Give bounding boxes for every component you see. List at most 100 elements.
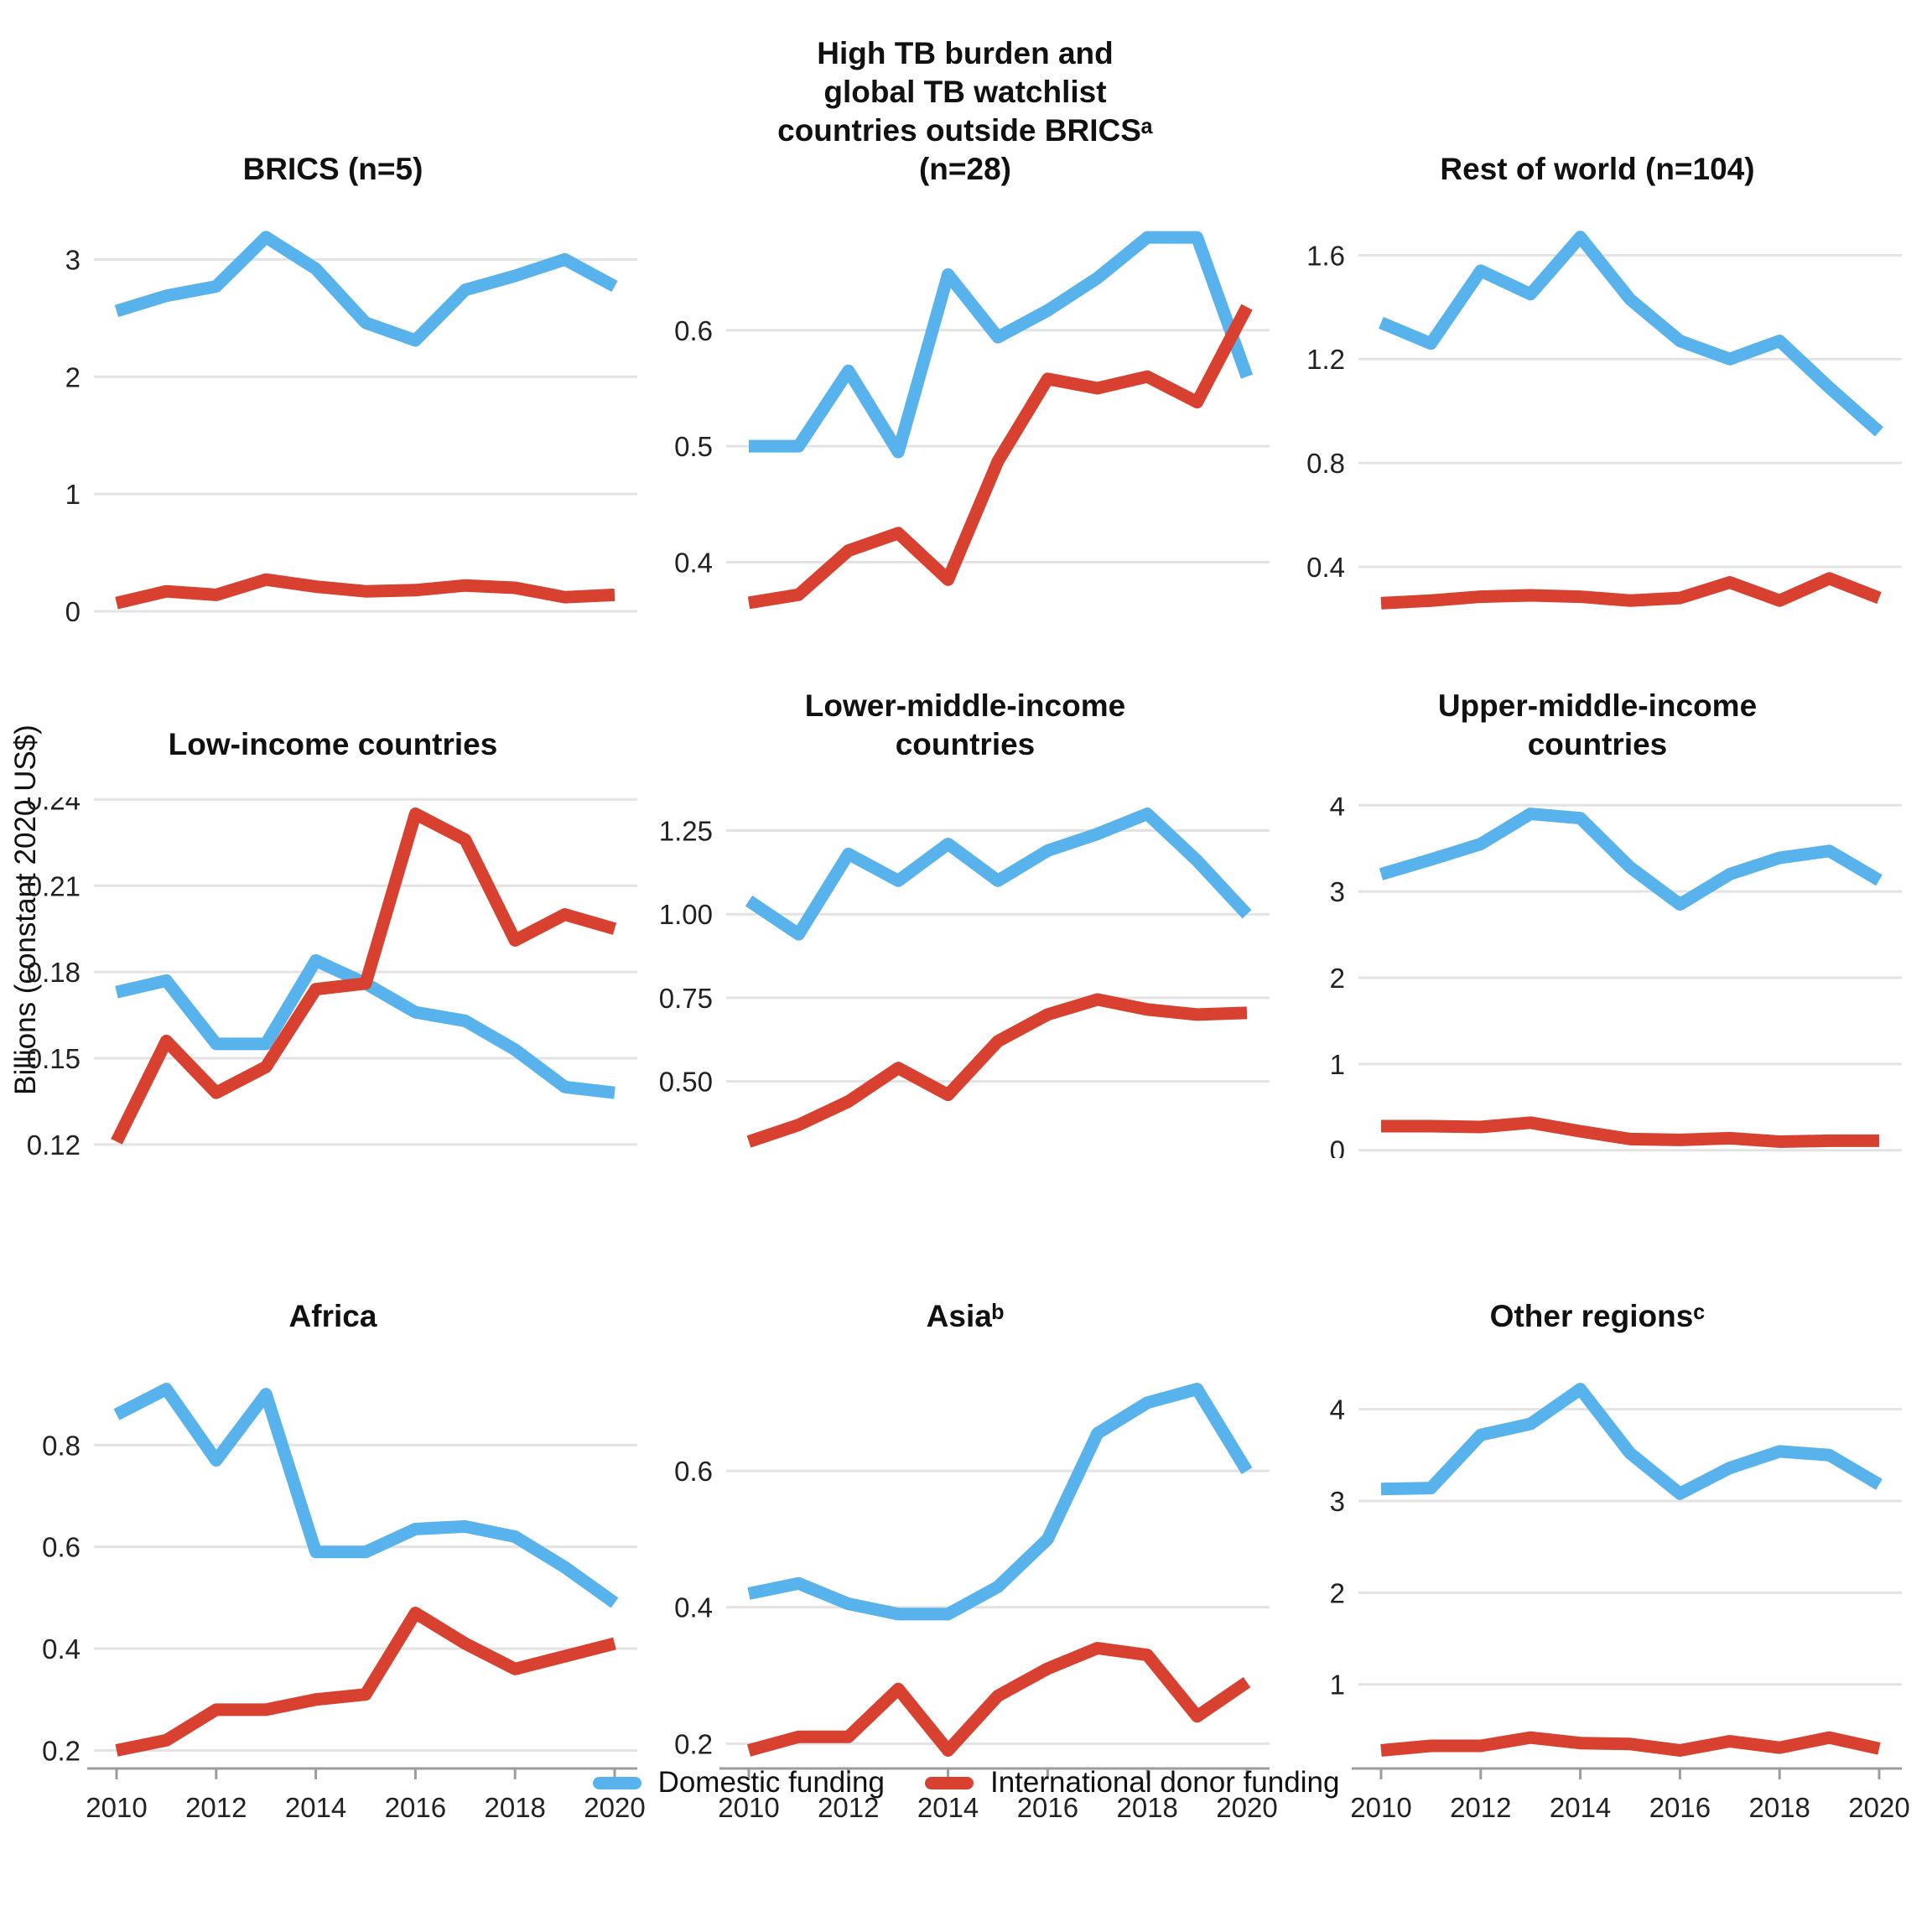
y-tick-label: 4 (1330, 1394, 1345, 1426)
series-line-domestic (113, 1383, 619, 1608)
y-tick-label: 0.4 (674, 547, 713, 578)
y-tick-label: 0.8 (1306, 448, 1345, 479)
y-tick-label: 3 (65, 244, 80, 275)
y-tick-label: 0.15 (27, 1043, 80, 1074)
y-tick-label: 1.6 (1306, 240, 1345, 271)
series-line-donor (1381, 1116, 1879, 1148)
chart-panel-lower-middle-income: Lower-middle-income countries 0.50 0.75 1.… (649, 621, 1281, 1158)
chart-title: High TB burden and global TB watchlist c… (777, 36, 1153, 186)
chart-panel-other-regions: Other regionsᶜ 1 2 3 4 2010 2012 2014 2016 2018 2… (1281, 1158, 1914, 1831)
series-line-domestic (747, 1383, 1253, 1621)
x-tick-label: 2010 (718, 1792, 779, 1823)
x-tick-label: 2018 (1748, 1792, 1810, 1823)
x-tick-label: 2010 (1350, 1792, 1411, 1823)
x-tick-label: 2020 (1216, 1792, 1277, 1823)
series-line-domestic (745, 808, 1252, 941)
series-line-donor (111, 808, 617, 1145)
y-tick-label: 1 (1330, 1670, 1345, 1701)
chart-title: Asiaᵇ (926, 1299, 1005, 1333)
legend-label-domestic: Domestic funding (657, 1766, 885, 1799)
legend-item-domestic: Domestic funding (592, 1766, 885, 1800)
x-tick-label: 2014 (1550, 1792, 1611, 1823)
y-tick-label: 0.4 (1306, 552, 1345, 583)
y-tick-label: 2 (1330, 1577, 1345, 1608)
series-line-domestic (749, 231, 1254, 459)
chart-title: Africa (288, 1299, 377, 1333)
y-tick-label: 0.2 (674, 1728, 713, 1759)
y-tick-label: 1.25 (659, 815, 713, 846)
chart-panel-upper-middle-income: Upper-middle-income countries 0 1 2 3 4 (1281, 621, 1914, 1158)
y-tick-label: 0.24 (27, 797, 80, 815)
chart-svg-low-income: 0.12 0.15 0.18 0.21 0.24 (27, 797, 637, 1158)
x-tick-label: 2020 (1848, 1792, 1909, 1823)
x-tick-label: 2016 (1017, 1792, 1078, 1823)
chart-panel-africa: Africa 0.2 0.4 0.6 0.8 2010 2012 2014 2016 2018 2… (17, 1158, 649, 1831)
chart-panel-brics: BRICS (n=5) 0 1 2 3 (17, 0, 649, 621)
series-line-domestic (1379, 231, 1883, 437)
chart-title: Upper-middle-income countries (1437, 688, 1758, 761)
legend-label-donor: International donor funding (989, 1766, 1340, 1799)
facet-grid: BRICS (n=5) 0 1 2 3 High TB burden and glob… (17, 0, 1914, 1831)
chart-svg-lower-middle-income: 0.50 0.75 1.00 1.25 (659, 808, 1270, 1148)
chart-panel-low-income: Low-income countries 0.12 0.15 0.18 0.21 0.2… (17, 621, 649, 1158)
chart-title: Rest of world (n=104) (1440, 152, 1755, 186)
chart-title: Other regionsᶜ (1489, 1299, 1706, 1333)
x-tick-label: 2016 (1649, 1792, 1711, 1823)
chart-svg-upper-middle-income: 0 1 2 3 4 (1330, 797, 1902, 1158)
y-tick-label: 3 (1330, 1486, 1345, 1517)
x-tick-label: 2014 (917, 1792, 979, 1823)
chart-title: Low-income countries (168, 727, 498, 761)
chart-title: Lower-middle-income countries (804, 688, 1126, 761)
x-tick-label: 2012 (818, 1792, 879, 1823)
series-line-domestic (1379, 808, 1883, 911)
y-tick-label: 0.21 (27, 870, 80, 901)
y-tick-label: 3 (1330, 876, 1345, 907)
series-line-donor (746, 993, 1248, 1148)
chart-svg-rest-of-world: 0.4 0.8 1.2 1.6 (1306, 231, 1902, 610)
chart-svg-other-regions: 1 2 3 4 2010 2012 2014 2016 2018 2020 (1330, 1383, 1910, 1823)
legend: Domestic funding International donor fun… (0, 1766, 1932, 1800)
y-tick-label: 2 (65, 361, 80, 392)
y-tick-label: 0.5 (674, 431, 713, 462)
chart-svg-africa: 0.2 0.4 0.6 0.8 2010 2012 2014 2016 2018 2020 (42, 1383, 646, 1823)
y-tick-label: 1.2 (1306, 344, 1345, 375)
x-tick-label: 2018 (484, 1792, 545, 1823)
x-tick-label: 2020 (584, 1792, 645, 1823)
legend-item-donor: International donor funding (924, 1766, 1340, 1800)
y-tick-label: 0 (1330, 1135, 1345, 1158)
x-tick-label: 2012 (1450, 1792, 1511, 1823)
y-tick-label: 4 (1330, 797, 1345, 821)
y-tick-label: 0.2 (42, 1735, 80, 1766)
y-tick-label: 0.4 (674, 1592, 713, 1623)
x-tick-label: 2016 (385, 1792, 446, 1823)
chart-panel-high-tb-burden: High TB burden and global TB watchlist c… (649, 0, 1281, 621)
chart-title: BRICS (n=5) (242, 152, 423, 186)
chart-svg-brics: 0 1 2 3 (65, 231, 637, 621)
y-tick-label: 0.4 (42, 1633, 80, 1665)
y-tick-label: 0.8 (42, 1430, 80, 1461)
series-line-domestic (114, 231, 618, 347)
legend-swatch-donor-icon (924, 1776, 974, 1789)
y-tick-label: 0.50 (659, 1067, 713, 1098)
series-line-domestic (1380, 1383, 1883, 1500)
y-tick-label: 0 (65, 596, 80, 621)
chart-panel-asia: Asiaᵇ 0.2 0.4 0.6 2010 2012 2014 2016 2018 2020 (649, 1158, 1281, 1831)
y-tick-label: 0.18 (27, 957, 80, 988)
series-line-donor (115, 573, 615, 610)
y-tick-label: 2 (1330, 963, 1345, 994)
x-tick-label: 2014 (285, 1792, 346, 1823)
series-line-donor (747, 304, 1253, 610)
y-tick-label: 0.12 (27, 1130, 80, 1158)
y-tick-label: 1.00 (659, 899, 713, 930)
x-tick-label: 2012 (185, 1792, 247, 1823)
y-tick-label: 0.6 (674, 1456, 713, 1487)
y-tick-label: 0.6 (42, 1532, 80, 1563)
y-tick-label: 1 (1330, 1049, 1345, 1080)
series-line-donor (747, 1641, 1251, 1757)
series-line-donor (115, 1607, 616, 1757)
y-tick-label: 1 (65, 479, 80, 510)
x-tick-label: 2018 (1116, 1792, 1177, 1823)
y-tick-label: 0.6 (674, 315, 713, 346)
series-line-donor (1380, 572, 1882, 610)
